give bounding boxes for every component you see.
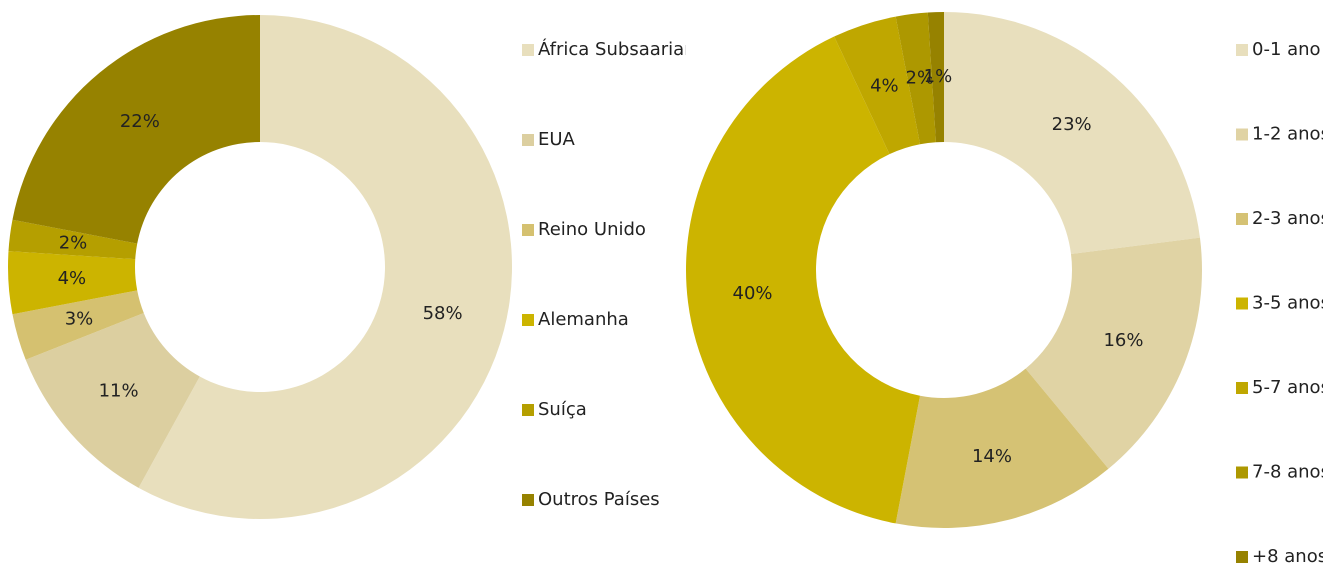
data-label: 22% [120, 111, 160, 132]
legend-label: Suíça [538, 399, 587, 420]
donut-slice [944, 12, 1200, 254]
legend-label: +8 anos [1252, 546, 1323, 565]
legend: África Subsaariana EUA Reino Unido Alemanha… [522, 38, 707, 510]
donut-slice [138, 15, 512, 519]
donut-slice [834, 16, 921, 155]
data-label: 2% [906, 68, 935, 89]
data-label: 1% [924, 66, 953, 87]
donut-slice [25, 313, 200, 488]
legend-swatch [1236, 297, 1248, 310]
legend-label: EUA [538, 129, 576, 150]
legend-label: Reino Unido [538, 219, 646, 240]
data-label: 3% [65, 309, 94, 330]
data-label: 58% [423, 303, 463, 324]
legend-swatch [522, 314, 534, 326]
legend-swatch [1236, 382, 1248, 394]
data-label: 4% [58, 268, 87, 289]
donut-slice [895, 12, 936, 145]
donut-slice [1025, 237, 1202, 469]
data-label: 40% [733, 283, 773, 304]
legend-label: 5-7 anos [1252, 377, 1323, 398]
legend-label: 0-1 ano [1252, 39, 1321, 60]
data-label: 14% [972, 446, 1012, 467]
donut-slice [12, 290, 144, 360]
legend-swatch [522, 494, 534, 506]
data-label: 23% [1052, 114, 1092, 135]
legend-label: 2-3 anos [1252, 208, 1323, 229]
legend-label: 1-2 anos [1252, 124, 1323, 145]
donut-slice [7, 251, 138, 315]
data-label: 11% [99, 381, 139, 402]
donut-slice [12, 15, 261, 244]
donut-slice [895, 368, 1109, 529]
legend-label: 7-8 anos [1252, 462, 1323, 483]
data-label: 2% [59, 232, 88, 253]
legend-swatch [1236, 466, 1248, 479]
legend-swatch [522, 44, 534, 56]
legend-label: Outros Países [538, 489, 660, 510]
legend-swatch [522, 134, 534, 146]
legend-swatch [1236, 128, 1248, 141]
legend-swatch [522, 224, 534, 236]
donut-slice [927, 12, 944, 143]
legend-swatch [1236, 551, 1248, 563]
legend-swatch [522, 404, 534, 416]
legend-label: África Subsaariana [538, 38, 707, 60]
legend-label: 3-5 anos [1252, 293, 1323, 314]
legend: 0-1 ano 1-2 anos 2-3 anos 3-5 anos 5-7 anos 7… [1236, 39, 1323, 565]
legend-swatch [1236, 213, 1248, 225]
legend-swatch [1236, 44, 1248, 56]
data-label: 4% [870, 75, 899, 96]
legend-label: Alemanha [538, 309, 629, 330]
donut-slice [8, 219, 138, 260]
donut-slice [686, 36, 921, 524]
data-label: 16% [1103, 330, 1143, 351]
